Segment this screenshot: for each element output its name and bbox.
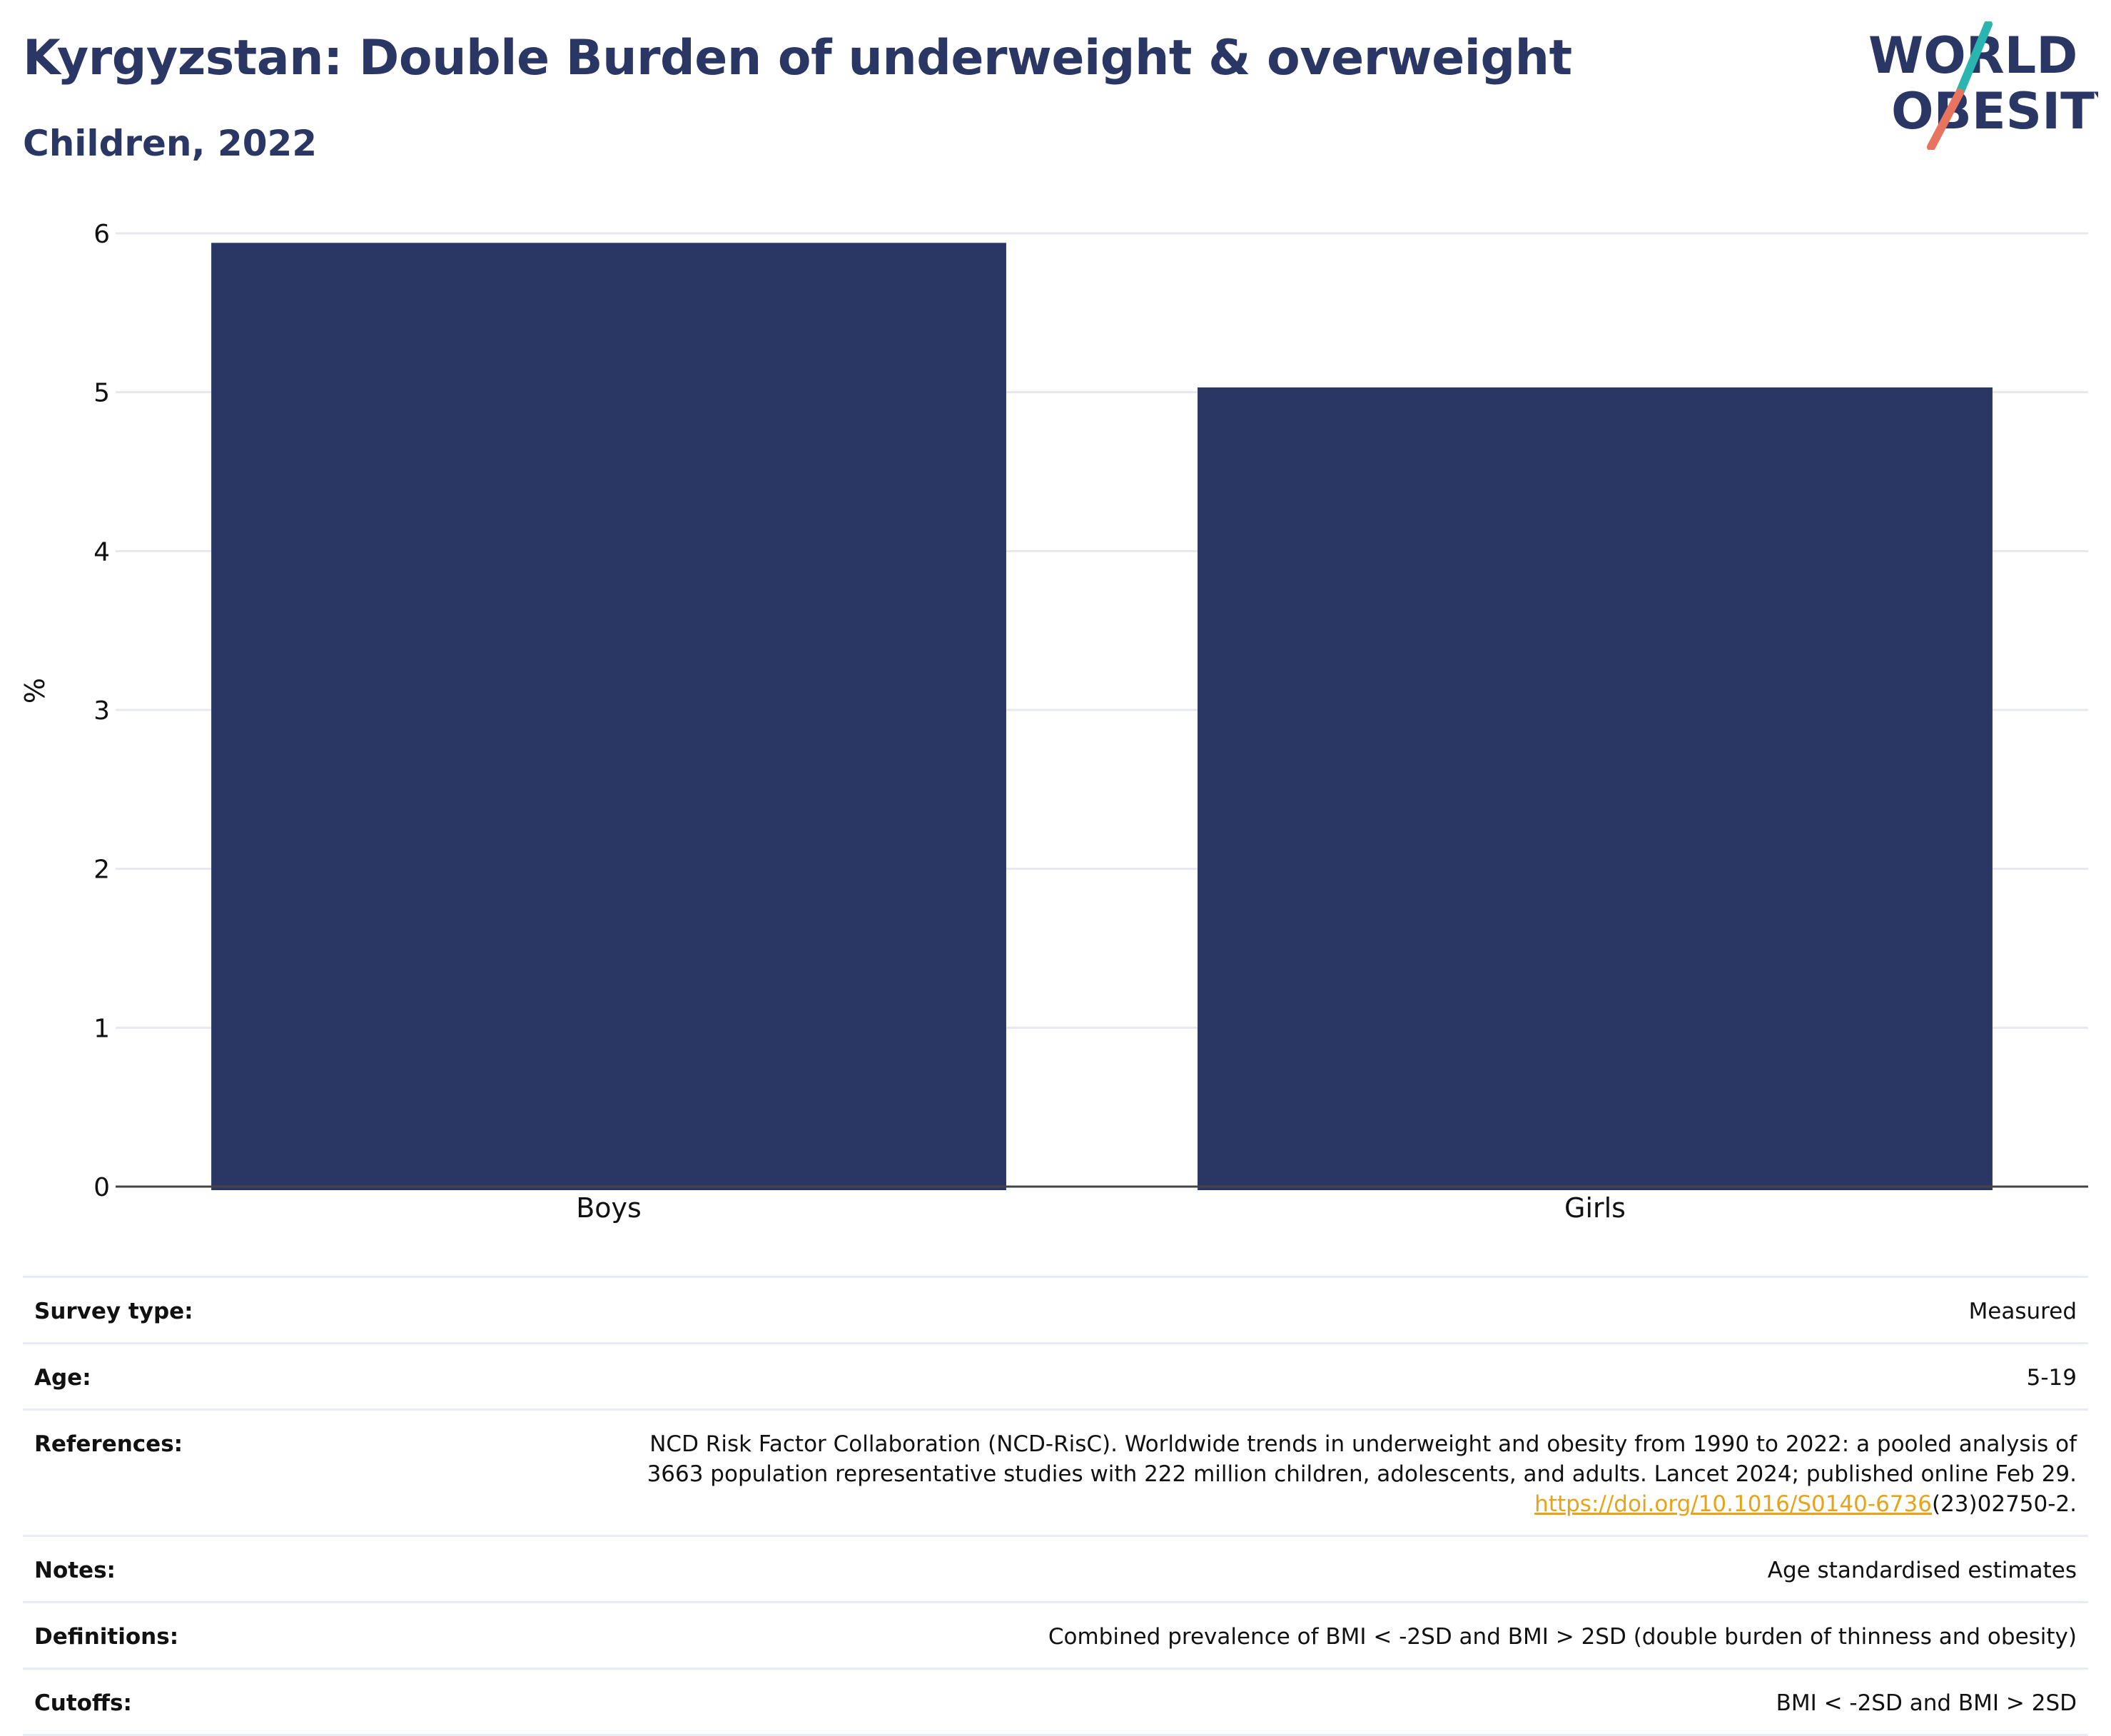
info-row: Cutoffs: BMI < -2SD and BMI > 2SD xyxy=(23,1670,2088,1736)
world-obesity-logo: WORLD OBESITY xyxy=(1868,21,2098,150)
chart-subtitle: Children, 2022 xyxy=(23,123,318,164)
chart-title: Kyrgyzstan: Double Burden of underweight… xyxy=(23,30,1572,86)
bars xyxy=(211,243,1993,1190)
logo-text-obesity: OBESITY xyxy=(1891,82,2098,141)
info-row-value: NCD Risk Factor Collaboration (NCD-RisC)… xyxy=(647,1431,2077,1517)
reference-link[interactable]: https://doi.org/10.1016/S0140-6736 xyxy=(1534,1491,1932,1517)
logo-slash-coral xyxy=(1927,88,1964,150)
y-tick-label: 5 xyxy=(93,379,110,408)
y-tick-label: 0 xyxy=(93,1173,110,1202)
info-row-label: Definitions: xyxy=(34,1624,179,1650)
y-tick-labels: 0 1 2 3 4 5 6 xyxy=(93,220,110,1202)
info-row: Definitions: Combined prevalence of BMI <… xyxy=(23,1603,2088,1670)
y-tick-label: 3 xyxy=(93,696,110,726)
bar-boys xyxy=(211,243,1006,1190)
x-tick-label-boys: Boys xyxy=(576,1192,642,1224)
y-tick-label: 1 xyxy=(93,1014,110,1043)
info-row: Age: 5-19 xyxy=(23,1344,2088,1411)
logo-slash-teal xyxy=(1955,21,1993,97)
info-row-label: Survey type: xyxy=(34,1299,193,1324)
x-tick-labels: Boys Girls xyxy=(576,1192,1626,1224)
x-tick-label-girls: Girls xyxy=(1564,1192,1626,1224)
y-tick-label: 4 xyxy=(93,537,110,567)
y-tick-label: 2 xyxy=(93,856,110,885)
info-row-value: BMI < -2SD and BMI > 2SD xyxy=(1776,1690,2077,1716)
info-row: Notes: Age standardised estimates xyxy=(23,1537,2088,1603)
info-row: References: NCD Risk Factor Collaboration… xyxy=(23,1411,2088,1537)
info-row-label: Cutoffs: xyxy=(34,1690,132,1716)
y-axis-label: % xyxy=(19,678,51,704)
bar-chart: 0 1 2 3 4 5 6 Boys Girls % xyxy=(19,220,2088,1224)
info-row-value: Measured xyxy=(1968,1299,2077,1324)
y-tick-label: 6 xyxy=(93,220,110,249)
info-row-label: Notes: xyxy=(34,1558,116,1583)
info-row-label: References: xyxy=(34,1431,183,1457)
bar-girls xyxy=(1198,387,1993,1190)
info-row: Survey type: Measured xyxy=(23,1278,2088,1344)
info-row-value: 5-19 xyxy=(2026,1365,2077,1391)
info-table: Survey type: Measured Age: 5-19 References: N… xyxy=(23,1276,2088,1736)
info-row-value: Combined prevalence of BMI < -2SD and BM… xyxy=(1048,1624,2077,1650)
info-row-label: Age: xyxy=(34,1365,91,1391)
info-row-value: Age standardised estimates xyxy=(1767,1558,2077,1583)
